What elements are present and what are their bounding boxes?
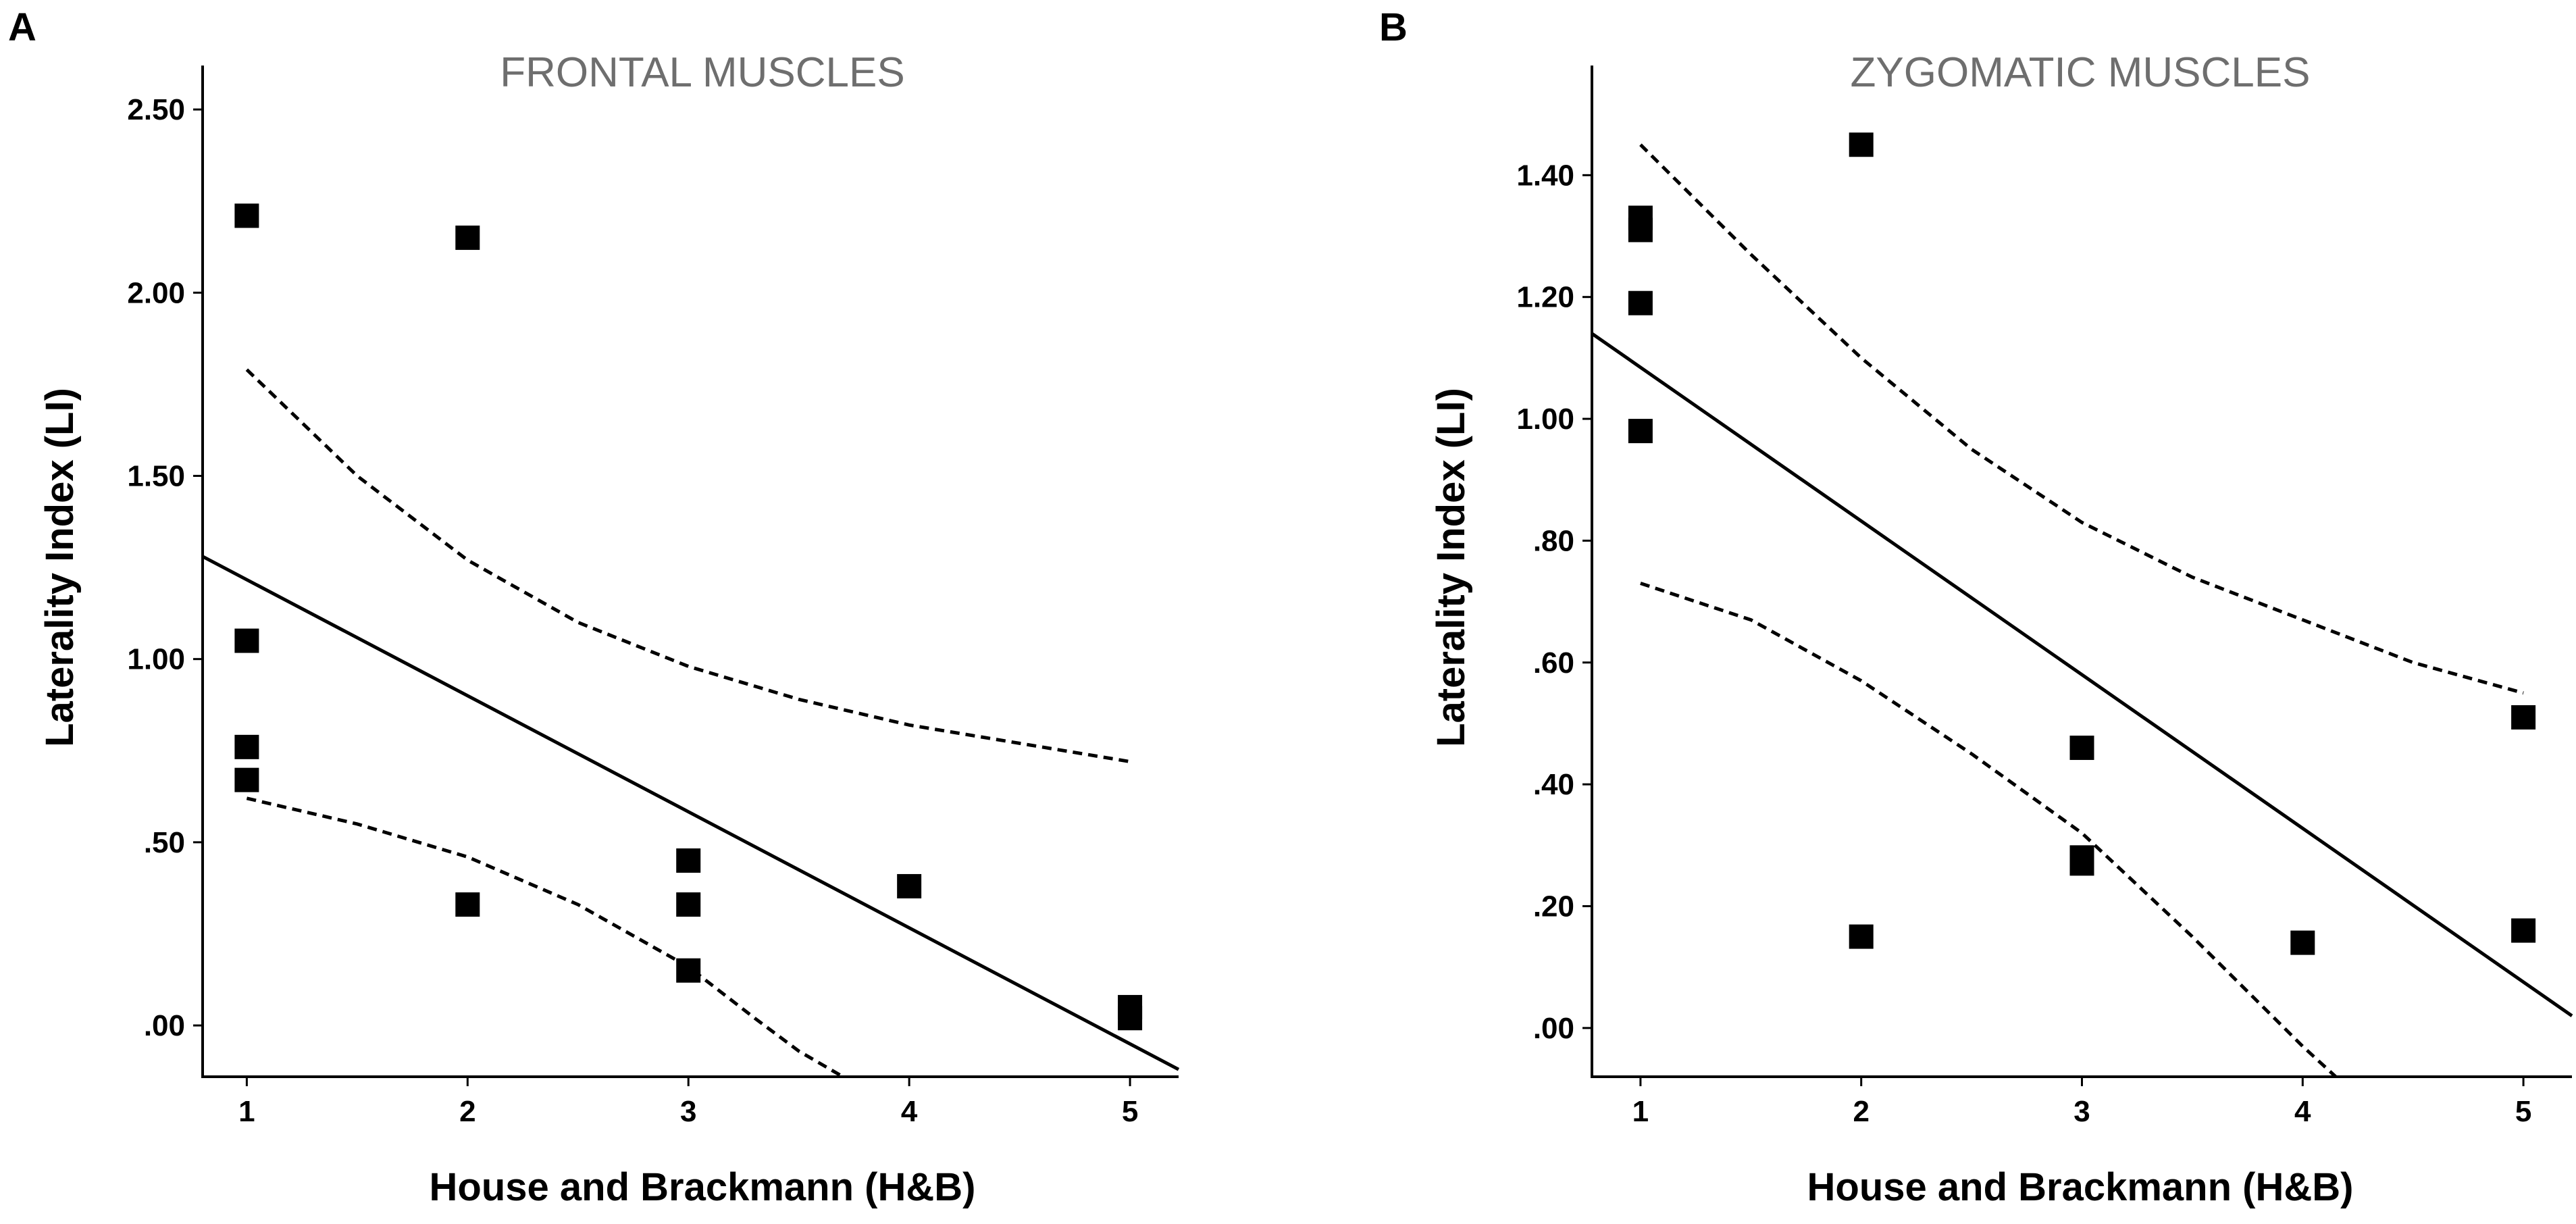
panel-a-data-point — [234, 734, 259, 759]
panel-a-title: FRONTAL MUSCLES — [500, 49, 904, 96]
panel-b-label: B — [1379, 5, 1408, 49]
panel-b-regression-line — [1591, 332, 2573, 1017]
panel-a-data-point — [234, 628, 259, 653]
panel-b-data-point — [2511, 705, 2536, 730]
panel-a-data-point — [676, 958, 701, 983]
panel-b-zygomatic: B ZYGOMATIC MUSCLES House and Brackmann … — [1379, 5, 2573, 1209]
panel-a-y-tick-label: 2.50 — [127, 93, 185, 126]
panel-b-x-ticks: 1 2 3 4 5 — [1632, 1077, 2531, 1128]
panel-a-y-tick-label: 1.00 — [127, 643, 185, 676]
panel-a-x-tick-label: 3 — [680, 1095, 696, 1128]
panel-b-x-tick-label: 4 — [2294, 1095, 2311, 1128]
panel-b-data-point — [2290, 930, 2315, 955]
panel-b-series — [1591, 132, 2573, 1078]
panel-b-y-tick-label: .80 — [1533, 524, 1574, 557]
panel-b-y-tick-label: .20 — [1533, 890, 1574, 923]
panel-b-x-tick-label: 3 — [2073, 1095, 2090, 1128]
panel-b-x-axis-title: House and Brackmann (H&B) — [1807, 1165, 2354, 1209]
panel-b-ci-lower-curve — [1640, 582, 2337, 1078]
panel-b-title: ZYGOMATIC MUSCLES — [1851, 49, 2311, 96]
panel-a-y-ticks: .00 .50 1.00 1.50 2.00 2.50 — [127, 93, 203, 1042]
panel-a-x-tick-label: 4 — [901, 1095, 918, 1128]
panel-a-regression-line — [201, 555, 1180, 1071]
panel-a-data-point — [234, 203, 259, 228]
panel-a-ci-lower-curve — [246, 796, 844, 1079]
panel-b-data-point — [1628, 290, 1653, 315]
panel-a-data-point — [1118, 1006, 1143, 1031]
panel-a-data-point — [676, 892, 701, 917]
panel-b-y-tick-label: 1.20 — [1516, 281, 1574, 314]
panel-b-ci-upper-curve — [1639, 143, 2524, 695]
panel-b-data-point — [2069, 851, 2094, 876]
panel-a-data-point — [676, 848, 701, 873]
panel-b-data-point — [2511, 918, 2536, 943]
panel-b-x-tick-label: 2 — [1853, 1095, 1869, 1128]
panel-b-y-tick-label: .40 — [1533, 768, 1574, 801]
panel-a-x-axis-title: House and Brackmann (H&B) — [430, 1165, 976, 1209]
panel-b-y-ticks: .00 .20 .40 .60 .80 1.00 1.20 1.40 — [1516, 159, 1592, 1045]
panel-a-y-tick-label: 2.00 — [127, 276, 185, 309]
panel-a-x-ticks: 1 2 3 4 5 — [238, 1077, 1138, 1128]
panel-b-data-point — [1849, 132, 1874, 157]
panel-a-x-tick-label: 2 — [459, 1095, 475, 1128]
panel-a-series — [201, 203, 1180, 1079]
panel-a-x-tick-label: 5 — [1122, 1095, 1138, 1128]
panel-a-data-point — [234, 767, 259, 792]
panel-a-label: A — [8, 5, 36, 49]
panel-a-y-axis-title: Laterality Index (LI) — [38, 388, 82, 747]
panel-a-data-point — [455, 892, 480, 917]
panel-a-frontal: A FRONTAL MUSCLES House and Brackmann (H… — [8, 5, 1180, 1209]
panel-b-y-axis-title: Laterality Index (LI) — [1429, 388, 1473, 747]
panel-b-y-tick-label: 1.40 — [1516, 159, 1574, 192]
panel-a-y-tick-label: 1.50 — [127, 459, 185, 492]
panel-a-x-tick-label: 1 — [238, 1095, 255, 1128]
panel-b-y-tick-label: .60 — [1533, 646, 1574, 680]
panel-b-x-tick-label: 5 — [2515, 1095, 2531, 1128]
panel-a-y-tick-label: .50 — [144, 826, 185, 859]
panel-b-data-point — [1849, 924, 1874, 949]
panel-a-data-point — [897, 873, 922, 898]
panel-b-y-tick-label: 1.00 — [1516, 403, 1574, 436]
panel-b-x-tick-label: 1 — [1632, 1095, 1649, 1128]
panel-b-data-point — [1628, 419, 1653, 444]
panel-a-ci-upper-curve — [245, 368, 1131, 763]
panel-b-y-tick-label: .00 — [1533, 1012, 1574, 1045]
panel-b-data-point — [2069, 736, 2094, 761]
panel-b-data-point — [1628, 218, 1653, 243]
panel-a-y-tick-label: .00 — [144, 1009, 185, 1042]
panel-a-data-point — [455, 225, 480, 250]
